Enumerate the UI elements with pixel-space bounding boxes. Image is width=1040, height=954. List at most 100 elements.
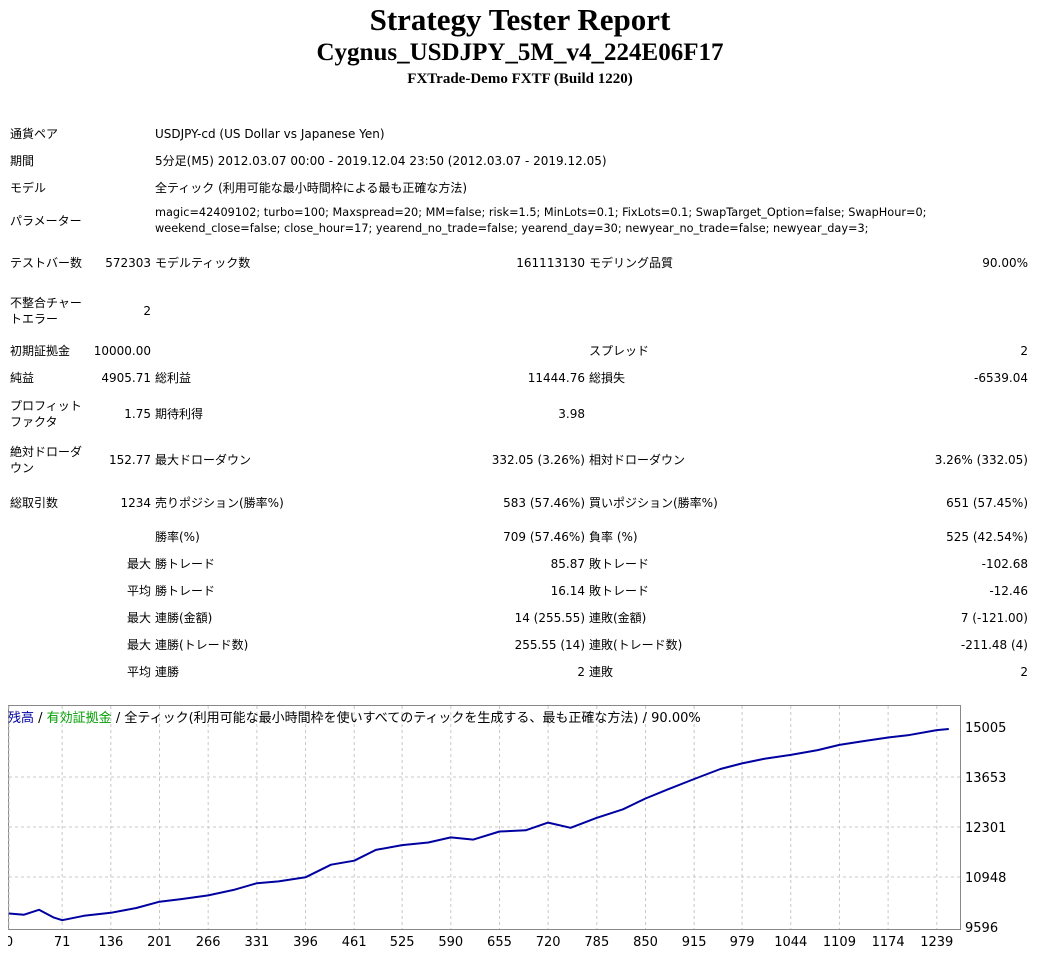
x-tick-label: 266 bbox=[196, 935, 221, 950]
gross-loss-label: 総損失 bbox=[589, 370, 626, 385]
row-dd: 絶対ドローダウン 152.77 最大ドローダウン 332.05 (3.26%) … bbox=[8, 437, 1030, 483]
trades-label: 総取引数 bbox=[10, 496, 59, 510]
consec-loss-count-label: 連敗(トレード数) bbox=[589, 637, 683, 652]
model-value: 全ティック (利用可能な最小時間枠による最も正確な方法) bbox=[155, 180, 468, 195]
x-tick-label: 785 bbox=[584, 935, 609, 950]
max-loss-label: 敗トレード bbox=[589, 556, 650, 571]
bars-value: 572303 bbox=[105, 256, 151, 270]
max-word: 最大 bbox=[126, 637, 151, 652]
row-pf: プロフィットファクタ 1.75 期待利得 3.98 bbox=[8, 391, 1030, 437]
row-trades: 総取引数 1234 売りポジション(勝率%) 583 (57.46%) 買いポジ… bbox=[8, 483, 1030, 523]
deposit-value: 10000.00 bbox=[93, 343, 151, 358]
row-consec-money: 最大 連勝(金額) 14 (255.55) 連敗(金額) 7 (-121.00) bbox=[8, 604, 1030, 631]
symbol-label: 通貨ペア bbox=[10, 126, 59, 141]
avg-word: 平均 bbox=[126, 664, 151, 679]
avg-win-value: 16.14 bbox=[550, 583, 585, 598]
model-label: モデル bbox=[10, 180, 47, 195]
max-win-value: 85.87 bbox=[550, 556, 585, 571]
quality-value: 90.00% bbox=[982, 256, 1028, 270]
max-word: 最大 bbox=[126, 610, 151, 625]
ea-name: Cygnus_USDJPY_5M_v4_224E06F17 bbox=[316, 39, 724, 66]
row-net: 純益 4905.71 総利益 11444.76 総損失 -6539.04 bbox=[8, 364, 1030, 391]
legend-sep: / bbox=[34, 711, 47, 726]
max-loss-value: -102.68 bbox=[981, 556, 1028, 571]
long-label: 買いポジション(勝率%) bbox=[589, 496, 718, 510]
x-tick-label: 136 bbox=[98, 935, 123, 950]
x-tick-label: 590 bbox=[438, 935, 463, 950]
mismatch-label: 不整合チャートエラー bbox=[10, 296, 82, 326]
deposit-label: 初期証拠金 bbox=[10, 343, 71, 358]
avg-loss-value: -12.46 bbox=[989, 583, 1028, 598]
pf-value: 1.75 bbox=[124, 407, 151, 421]
x-tick-label: 0 bbox=[8, 935, 13, 950]
row-symbol: 通貨ペア USDJPY-cd (US Dollar vs Japanese Ye… bbox=[8, 120, 1030, 147]
mismatch-value: 2 bbox=[143, 304, 151, 318]
consec-loss-money-value: 7 (-121.00) bbox=[960, 610, 1028, 625]
y-tick-label: 15005 bbox=[965, 721, 1006, 736]
avg-win-label: 勝トレード bbox=[155, 583, 216, 598]
balance-chart: 15005 13653 12301 10948 9596 0 71 136 201 266 331… bbox=[8, 705, 1006, 950]
max-dd-value: 332.05 (3.26%) bbox=[491, 453, 585, 467]
params-label: パラメーター bbox=[10, 214, 82, 228]
avg-consec-loss-value: 2 bbox=[1020, 664, 1028, 679]
avg-consec-win-label: 連勝 bbox=[155, 664, 180, 679]
trades-value: 1234 bbox=[120, 496, 151, 510]
abs-dd-value: 152.77 bbox=[109, 453, 151, 467]
consec-loss-count-value: -211.48 (4) bbox=[960, 637, 1028, 652]
y-tick-label: 12301 bbox=[965, 821, 1006, 836]
expected-label: 期待利得 bbox=[155, 407, 204, 421]
gross-profit-label: 総利益 bbox=[155, 370, 192, 385]
avg-consec-win-value: 2 bbox=[577, 664, 585, 679]
row-mismatch: 不整合チャートエラー 2 bbox=[8, 285, 1030, 337]
consec-win-count-value: 255.55 (14) bbox=[514, 637, 585, 652]
report-table: 通貨ペア USDJPY-cd (US Dollar vs Japanese Ye… bbox=[8, 120, 1030, 685]
symbol-value: USDJPY-cd (US Dollar vs Japanese Yen) bbox=[155, 126, 385, 141]
max-word: 最大 bbox=[126, 556, 151, 571]
x-tick-label: 1109 bbox=[823, 935, 856, 950]
row-consec-count: 最大 連勝(トレード数) 255.55 (14) 連敗(トレード数) -211.… bbox=[8, 631, 1030, 658]
loss-label: 負率 (%) bbox=[589, 529, 638, 544]
chart-grid bbox=[8, 706, 960, 929]
x-tick-label: 461 bbox=[342, 935, 367, 950]
x-tick-label: 396 bbox=[293, 935, 318, 950]
row-period: 期間 5分足(M5) 2012.03.07 00:00 - 2019.12.04… bbox=[8, 147, 1030, 174]
spread-label: スプレッド bbox=[589, 343, 650, 358]
x-tick-label: 525 bbox=[390, 935, 415, 950]
avg-loss-label: 敗トレード bbox=[589, 583, 650, 598]
x-tick-label: 331 bbox=[244, 935, 269, 950]
consec-win-money-value: 14 (255.55) bbox=[514, 610, 585, 625]
x-tick-label: 1174 bbox=[872, 935, 905, 950]
pf-label: プロフィットファクタ bbox=[10, 399, 82, 429]
consec-win-money-label: 連勝(金額) bbox=[155, 610, 213, 625]
server-info: FXTrade-Demo FXTF (Build 1220) bbox=[407, 71, 633, 87]
abs-dd-label: 絶対ドローダウン bbox=[10, 445, 83, 475]
x-tick-label: 201 bbox=[147, 935, 172, 950]
net-label: 純益 bbox=[10, 370, 35, 385]
params-value: magic=42409102; turbo=100; Maxspread=20;… bbox=[155, 206, 927, 235]
x-tick-label: 979 bbox=[730, 935, 755, 950]
spread-value: 2 bbox=[1020, 343, 1028, 358]
win-value: 709 (57.46%) bbox=[503, 529, 585, 544]
short-label: 売りポジション(勝率%) bbox=[155, 496, 284, 510]
loss-value: 525 (42.54%) bbox=[946, 529, 1028, 544]
x-tick-label: 1239 bbox=[920, 935, 953, 950]
bars-label: テストバー数 bbox=[10, 256, 83, 270]
legend-equity: 有効証拠金 bbox=[46, 711, 112, 726]
ticks-label: モデルティック数 bbox=[155, 256, 251, 270]
chart-plot-area bbox=[8, 705, 961, 930]
x-tick-label: 71 bbox=[54, 935, 71, 950]
legend-sep: / bbox=[111, 711, 125, 726]
period-label: 期間 bbox=[10, 153, 35, 168]
report-title: Strategy Tester Report bbox=[369, 2, 671, 37]
win-label: 勝率(%) bbox=[155, 529, 200, 544]
consec-win-count-label: 連勝(トレード数) bbox=[155, 637, 249, 652]
y-tick-label: 9596 bbox=[965, 921, 998, 936]
quality-label: モデリング品質 bbox=[589, 256, 674, 270]
ticks-value: 161113130 bbox=[516, 256, 585, 270]
avg-consec-loss-label: 連敗 bbox=[589, 664, 614, 679]
y-axis: 15005 13653 12301 10948 9596 bbox=[965, 721, 1006, 936]
max-win-label: 勝トレード bbox=[155, 556, 216, 571]
x-axis: 0 71 136 201 266 331 396 461 525 590 655 720 785 850 9… bbox=[8, 935, 953, 950]
period-value: 5分足(M5) 2012.03.07 00:00 - 2019.12.04 23… bbox=[155, 153, 607, 168]
row-avg-consec: 平均 連勝 2 連敗 2 bbox=[8, 658, 1030, 685]
